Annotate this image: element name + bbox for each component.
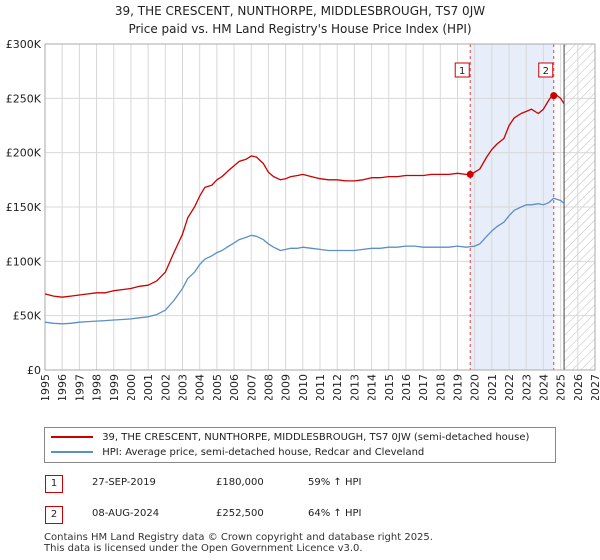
x-tick-label: 2013: [348, 374, 361, 400]
x-tick-label: 2027: [589, 374, 600, 400]
series-line-hpi: [44, 197, 565, 325]
x-tick-label: 2024: [537, 374, 550, 400]
x-tick-label: 2010: [297, 374, 310, 400]
transaction-marker-1: 1: [45, 475, 63, 493]
footer-copyright: Contains HM Land Registry data © Crown c…: [44, 532, 433, 543]
legend-item-property: 39, THE CRESCENT, NUNTHORPE, MIDDLESBROU…: [51, 431, 529, 445]
x-tick-label: 2020: [469, 374, 482, 400]
legend-swatch-property: [51, 436, 93, 438]
x-tick-label: 2026: [572, 374, 585, 400]
transaction-date: 27-SEP-2019: [92, 477, 156, 488]
x-tick-label: 1997: [73, 374, 86, 400]
annotation-box-2: [538, 62, 554, 78]
transaction-hpi-change: 64% ↑ HPI: [308, 508, 362, 519]
x-tick-label: 2017: [417, 374, 430, 400]
x-tick-label: 1998: [91, 374, 104, 400]
x-tick-label: 2006: [228, 374, 241, 400]
annotation-label-1: 1: [459, 66, 465, 77]
x-tick-label: 2011: [314, 374, 327, 400]
x-tick-label: 2000: [125, 374, 138, 400]
transaction-price: £180,000: [216, 477, 264, 488]
x-tick-label: 2016: [400, 374, 413, 400]
legend-label-hpi: HPI: Average price, semi-detached house,…: [102, 447, 425, 458]
transaction-hpi-change: 59% ↑ HPI: [308, 477, 362, 488]
x-tick-label: 2008: [262, 374, 275, 400]
x-tick-label: 2022: [503, 374, 516, 400]
x-tick-label: 2007: [245, 374, 258, 400]
chart-subtitle: Price paid vs. HM Land Registry's House …: [128, 22, 472, 36]
y-tick-label: £0: [27, 364, 41, 377]
x-tick-label: 2003: [177, 374, 190, 400]
price-chart: 1 2 £0 £50K £100K £150K £200K £250K £300K 1995 199…: [6, 38, 600, 400]
x-tick-label: 2014: [366, 374, 379, 400]
x-tick-label: 2005: [211, 374, 224, 400]
x-tick-label: 2025: [555, 374, 568, 400]
legend-swatch-hpi: [51, 451, 93, 453]
chart-legend: 39, THE CRESCENT, NUNTHORPE, MIDDLESBROU…: [44, 427, 556, 463]
sale-point-2: [550, 92, 558, 100]
annotation-box-1: [454, 62, 470, 78]
x-tick-label: 2002: [159, 374, 172, 400]
x-tick-label: 2012: [331, 374, 344, 400]
y-tick-label: £100K: [6, 255, 42, 268]
x-tick-label: 2023: [520, 374, 533, 400]
footer-licence: This data is licensed under the Open Gov…: [44, 543, 363, 554]
y-tick-label: £300K: [6, 38, 42, 51]
legend-label-property: 39, THE CRESCENT, NUNTHORPE, MIDDLESBROU…: [102, 432, 530, 443]
annotation-label-2: 2: [543, 66, 549, 77]
plot-frame: [44, 43, 596, 371]
x-tick-label: 1995: [39, 374, 52, 400]
x-tick-label: 1996: [56, 374, 69, 400]
sale-point-1: [466, 170, 474, 178]
x-tick-label: 2018: [434, 374, 447, 400]
y-tick-label: £250K: [6, 92, 42, 105]
transaction-marker-2: 2: [45, 506, 63, 524]
x-tick-label: 2015: [383, 374, 396, 400]
legend-item-hpi: HPI: Average price, semi-detached house,…: [51, 446, 424, 460]
transaction-price: £252,500: [216, 508, 264, 519]
series-line-property: [44, 92, 565, 298]
x-tick-label: 2021: [486, 374, 499, 400]
x-tick-label: 2019: [452, 374, 465, 400]
chart-title: 39, THE CRESCENT, NUNTHORPE, MIDDLESBROU…: [114, 4, 486, 18]
x-tick-label: 2001: [142, 374, 155, 400]
y-tick-label: £150K: [6, 201, 42, 214]
transaction-date: 08-AUG-2024: [92, 508, 160, 519]
x-tick-label: 2009: [280, 374, 293, 400]
y-tick-label: £50K: [13, 310, 42, 323]
x-tick-label: 1999: [108, 374, 121, 400]
y-tick-label: £200K: [6, 147, 42, 160]
x-tick-label: 2004: [194, 374, 207, 400]
